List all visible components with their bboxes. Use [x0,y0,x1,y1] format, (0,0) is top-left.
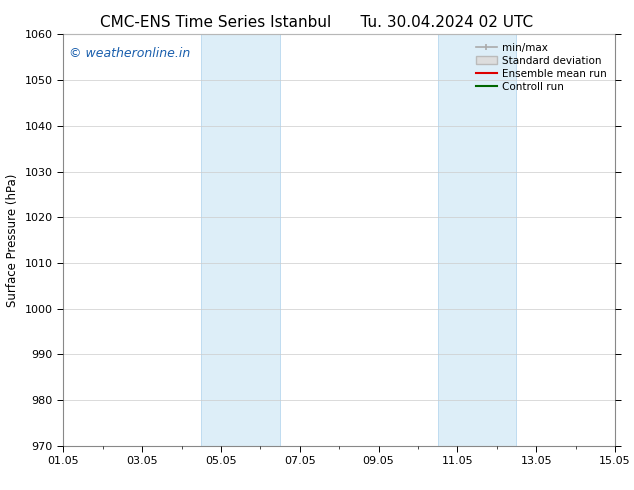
Legend: min/max, Standard deviation, Ensemble mean run, Controll run: min/max, Standard deviation, Ensemble me… [473,40,610,95]
Text: © weatheronline.in: © weatheronline.in [69,47,190,60]
Bar [437,34,517,446]
Y-axis label: Surface Pressure (hPa): Surface Pressure (hPa) [6,173,19,307]
Bar [202,34,280,446]
Text: CMC-ENS Time Series Istanbul      Tu. 30.04.2024 02 UTC: CMC-ENS Time Series Istanbul Tu. 30.04.2… [100,15,534,30]
